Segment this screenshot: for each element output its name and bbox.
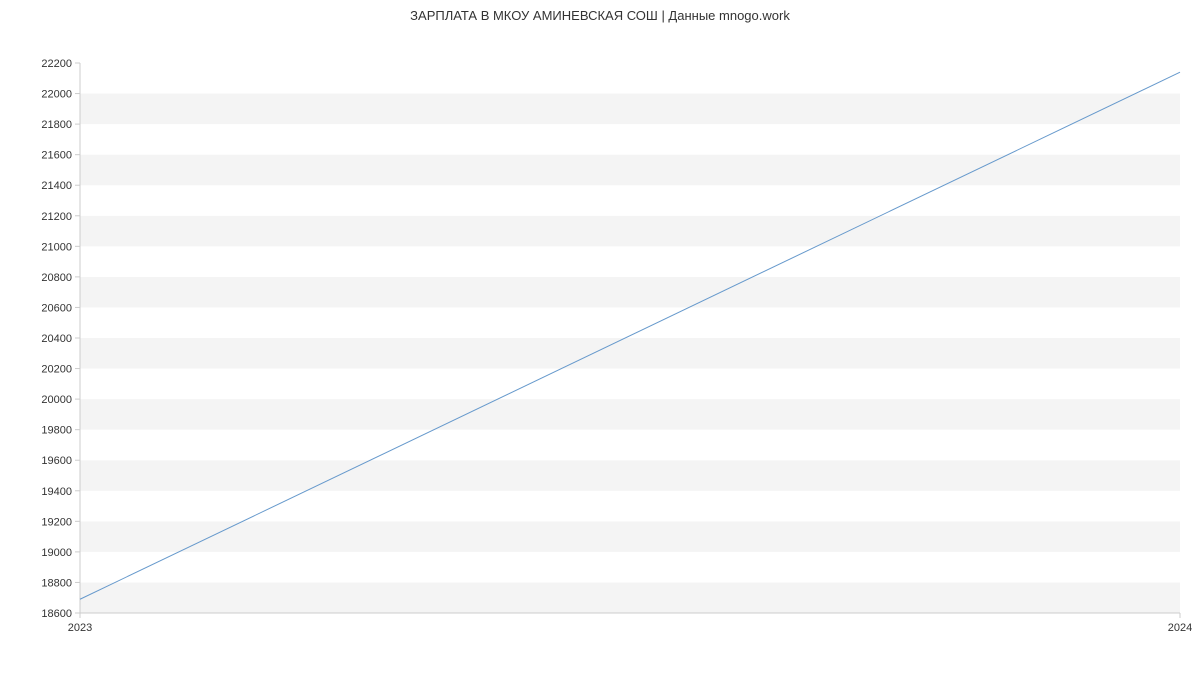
- ytick-label: 22200: [41, 58, 72, 70]
- salary-chart: ЗАРПЛАТА В МКОУ АМИНЕВСКАЯ СОШ | Данные …: [0, 0, 1200, 650]
- ytick-label: 19800: [41, 425, 72, 437]
- ytick-label: 19400: [41, 486, 72, 498]
- ytick-label: 20000: [41, 394, 72, 406]
- xtick-label: 2023: [68, 622, 92, 634]
- ytick-label: 22000: [41, 89, 72, 101]
- ytick-label: 20800: [41, 272, 72, 284]
- ytick-label: 21400: [41, 180, 72, 192]
- ytick-label: 19600: [41, 455, 72, 467]
- ytick-label: 19000: [41, 547, 72, 559]
- chart-title: ЗАРПЛАТА В МКОУ АМИНЕВСКАЯ СОШ | Данные …: [0, 0, 1200, 23]
- ytick-label: 19200: [41, 516, 72, 528]
- ytick-label: 18600: [41, 608, 72, 620]
- ytick-label: 21600: [41, 150, 72, 162]
- ytick-label: 21200: [41, 211, 72, 223]
- xtick-label: 2024: [1168, 622, 1192, 634]
- ytick-label: 21000: [41, 241, 72, 253]
- ytick-label: 20600: [41, 302, 72, 314]
- ytick-label: 21800: [41, 119, 72, 131]
- chart-svg: 18600 18800 19000 19200 19400 19600 19800 20000…: [0, 23, 1200, 673]
- ytick-label: 20400: [41, 333, 72, 345]
- ytick-label: 20200: [41, 364, 72, 376]
- ytick-label: 18800: [41, 577, 72, 589]
